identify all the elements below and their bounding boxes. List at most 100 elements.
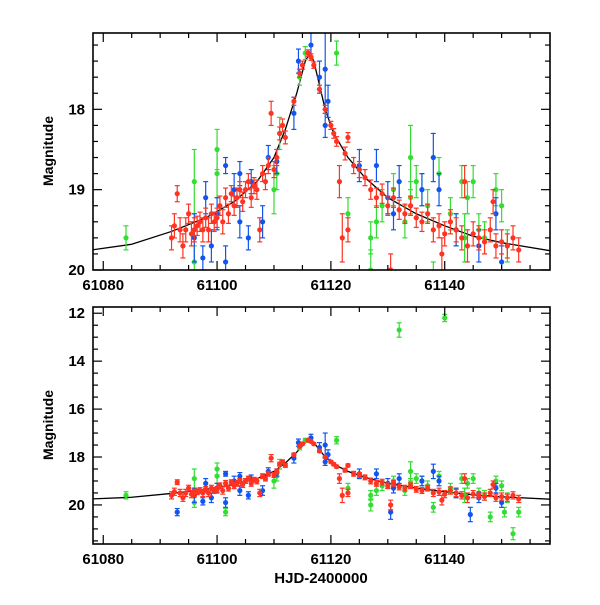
data-point [407,468,414,474]
data-point [345,227,351,233]
data-point [203,480,209,486]
data-point [223,499,229,506]
data-point [245,235,251,241]
data-point [510,364,515,369]
bottom-y-axis-label: Magnitude [40,390,56,460]
data-point [322,122,328,128]
data-point [439,497,445,503]
data-point [430,154,436,161]
data-point [385,483,391,489]
data-point [504,243,510,249]
data-point [464,480,471,486]
data-point [333,463,340,470]
data-point [396,179,402,185]
data-point [510,492,516,498]
x-tick-label: 61140 [424,277,465,294]
data-point [407,154,414,161]
data-point [214,215,220,221]
data-point [510,235,516,241]
data-point [274,154,280,161]
data-point [488,308,493,313]
data-point [413,486,419,492]
bottom-panel: 61080 61100 61120 61140 12 14 16 18 20 [68,305,551,568]
data-point [282,134,288,141]
data-point [362,474,368,480]
plot-area [93,313,550,541]
data-point [390,211,397,217]
data-point [251,183,257,189]
data-point [225,211,232,217]
data-point [322,454,328,460]
data-point [200,227,206,233]
data-point [439,251,445,257]
data-point [282,462,288,468]
data-point [177,227,183,233]
data-point [223,259,229,265]
data-point [425,211,431,217]
data-point [516,247,522,253]
series-blue [174,432,505,523]
data-point [413,215,419,221]
data-point [200,255,206,261]
data-point [470,475,476,482]
data-point [379,203,385,209]
data-point [468,300,473,305]
data-point [396,327,402,333]
data-point [413,179,419,185]
series-red [168,437,522,511]
data-point [336,179,343,185]
data-point [385,203,391,209]
data-point [188,231,195,237]
model-curve-line [93,51,550,252]
y-tick-label: 16 [68,401,85,418]
data-point [191,179,197,185]
data-point [180,243,186,249]
data-point [373,195,380,201]
data-point [402,485,408,491]
data-point [220,487,226,494]
data-point [462,475,468,482]
data-point [459,492,465,498]
data-point [470,231,476,237]
data-point [299,441,306,447]
data-point [180,495,186,501]
data-point [333,437,340,443]
data-point [419,487,425,494]
data-point [291,110,297,116]
data-point [388,509,394,515]
data-point [223,480,229,486]
data-point [356,166,362,173]
data-point [123,492,129,498]
data-point [295,58,302,64]
data-point [217,483,223,489]
data-point [223,195,229,201]
data-point [237,170,243,177]
data-point [271,166,277,173]
data-point [211,219,217,225]
data-point [205,490,212,496]
data-point [203,486,209,492]
data-point [322,459,328,465]
data-point [245,179,251,185]
series-red [168,49,522,270]
data-point [237,487,243,494]
data-point [490,481,496,488]
data-point [499,259,505,265]
data-point [368,478,374,484]
data-point [499,483,505,489]
x-tick-label: 61080 [82,551,124,568]
data-point [493,243,499,249]
data-point [223,509,229,515]
y-tick-label: 18 [68,449,85,466]
data-point [171,489,177,495]
data-point [214,170,220,177]
data-point [274,468,280,474]
data-point [510,531,516,537]
data-point [430,468,436,474]
data-point [467,511,473,518]
data-point [242,187,249,193]
data-point [265,471,271,477]
data-point [248,195,254,201]
data-point [390,485,397,491]
data-point [493,495,499,501]
